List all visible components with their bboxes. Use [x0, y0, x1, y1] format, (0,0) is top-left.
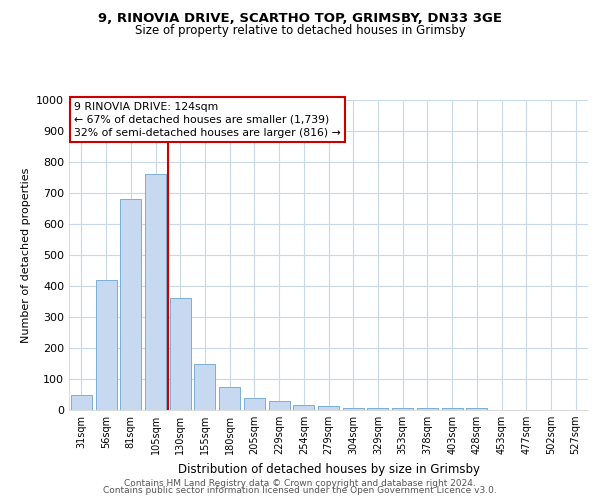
Bar: [318, 406, 339, 410]
Bar: [343, 408, 364, 410]
Bar: [219, 387, 240, 410]
X-axis label: Distribution of detached houses by size in Grimsby: Distribution of detached houses by size …: [178, 462, 479, 475]
Bar: [244, 398, 265, 410]
Bar: [269, 402, 290, 410]
Text: Size of property relative to detached houses in Grimsby: Size of property relative to detached ho…: [134, 24, 466, 37]
Bar: [194, 364, 215, 410]
Bar: [120, 199, 141, 410]
Bar: [145, 174, 166, 410]
Bar: [95, 280, 116, 410]
Bar: [367, 408, 388, 410]
Bar: [466, 408, 487, 410]
Bar: [293, 406, 314, 410]
Bar: [71, 394, 92, 410]
Y-axis label: Number of detached properties: Number of detached properties: [20, 168, 31, 342]
Text: 9 RINOVIA DRIVE: 124sqm
← 67% of detached houses are smaller (1,739)
32% of semi: 9 RINOVIA DRIVE: 124sqm ← 67% of detache…: [74, 102, 341, 138]
Bar: [442, 408, 463, 410]
Bar: [170, 298, 191, 410]
Bar: [417, 408, 438, 410]
Text: Contains HM Land Registry data © Crown copyright and database right 2024.: Contains HM Land Registry data © Crown c…: [124, 478, 476, 488]
Text: Contains public sector information licensed under the Open Government Licence v3: Contains public sector information licen…: [103, 486, 497, 495]
Text: 9, RINOVIA DRIVE, SCARTHO TOP, GRIMSBY, DN33 3GE: 9, RINOVIA DRIVE, SCARTHO TOP, GRIMSBY, …: [98, 12, 502, 26]
Bar: [392, 408, 413, 410]
